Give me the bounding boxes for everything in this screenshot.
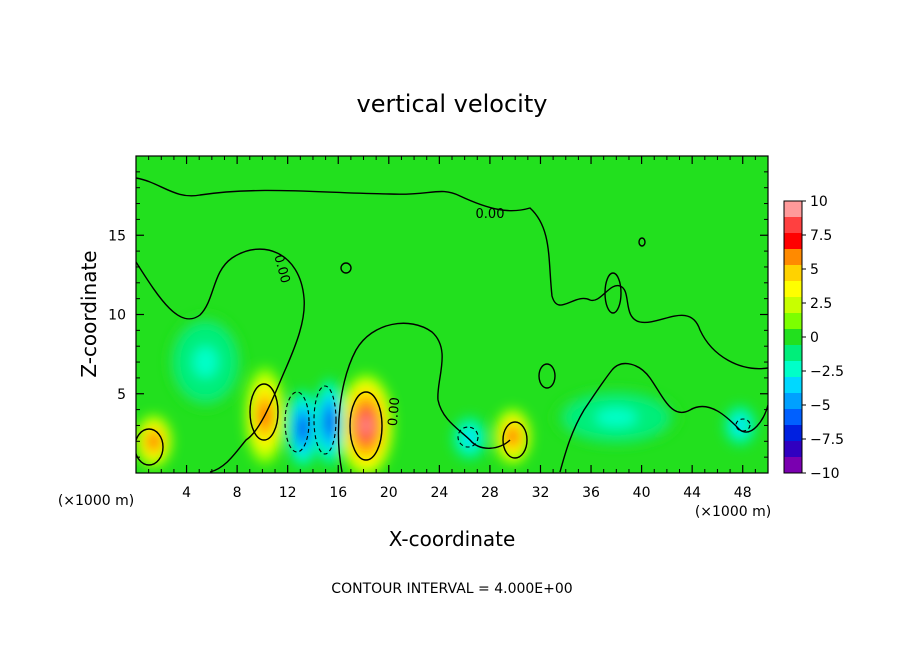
field-cell (466, 434, 473, 442)
colorbar-label: 5 (810, 262, 819, 278)
neg-contour-2 (313, 385, 337, 455)
plot-area (136, 156, 768, 473)
field-cell (326, 414, 332, 430)
contour-label: 0.00 (270, 253, 292, 285)
y-tick-label: 5 (117, 387, 126, 403)
colorbar-ticks: 10 7.5 5 2.5 0 −2.5 −5 −7.5 −10 (802, 194, 844, 482)
contour-label: 0.00 (386, 397, 403, 427)
x-axis-label: X-coordinate (389, 527, 516, 551)
colorbar-swatch (784, 361, 802, 378)
contour-ring-7 (538, 363, 556, 389)
x-tick-label: 48 (734, 485, 752, 501)
x-unit-left: (×1000 m) (58, 493, 134, 509)
x-tick-label: 44 (683, 485, 701, 501)
colorbar-swatch (784, 281, 802, 298)
field-cell (300, 422, 306, 436)
x-tick-label: 8 (233, 485, 242, 501)
y-tick-label: 10 (108, 308, 126, 324)
x-tick-label: 32 (532, 485, 550, 501)
colorbar-swatch (784, 233, 802, 250)
zero-contour-plume-mid (337, 322, 511, 473)
colorbar-swatch (784, 265, 802, 282)
negative-contours (284, 385, 751, 455)
colorbar-label: −10 (810, 466, 840, 482)
x-tick-label: 36 (582, 485, 600, 501)
x-tick-label: 16 (329, 485, 347, 501)
colorbar-swatch (784, 393, 802, 410)
contour-ring-6 (604, 272, 622, 314)
field-cell (605, 412, 627, 423)
colorbar-label: −5 (810, 398, 831, 414)
x-axis-ticks: 4 8 12 16 20 24 28 32 36 40 44 48 (148, 156, 756, 501)
x-tick-label: 20 (380, 485, 398, 501)
x-tick-label: 40 (633, 485, 651, 501)
x-tick-label: 12 (279, 485, 297, 501)
contour-ring-5 (340, 262, 352, 274)
chart-title: vertical velocity (357, 90, 548, 118)
colorbar-swatch (784, 345, 802, 362)
colorbar-label: 7.5 (810, 228, 832, 244)
colorbar-label: −7.5 (810, 432, 844, 448)
zero-contours (136, 177, 768, 473)
colorbar-swatch (784, 201, 802, 218)
field-cell (509, 431, 516, 442)
colorbar-swatch (784, 377, 802, 394)
zero-contour-right (559, 362, 768, 473)
y-tick-label: 15 (108, 228, 126, 244)
zero-contour-plume-left (136, 248, 305, 473)
field-cell (361, 416, 371, 435)
colorbar-swatch (784, 249, 802, 266)
neg-contour-1 (284, 391, 310, 453)
field-cell (737, 422, 743, 429)
contour-ring-8 (638, 237, 646, 247)
colorbar-label: −2.5 (810, 364, 844, 380)
colorbar-swatch (784, 217, 802, 234)
x-tick-label: 24 (430, 485, 448, 501)
x-tick-label: 4 (182, 485, 191, 501)
field-cell (199, 354, 212, 370)
contour-ring-1 (136, 428, 164, 466)
colorbar-swatch (784, 425, 802, 442)
field-cell (150, 436, 157, 446)
x-unit-right: (×1000 m) (695, 504, 771, 520)
colorbar-label: 2.5 (810, 296, 832, 312)
contour-label: 0.00 (476, 207, 505, 222)
contour-ring-3 (349, 391, 383, 461)
colorbar-swatch (784, 329, 802, 346)
colorbar (784, 201, 802, 474)
contour-ring-2 (249, 383, 279, 441)
colorbar-swatch (784, 457, 802, 474)
contour-ring-4 (502, 421, 528, 459)
colorbar-label: 10 (810, 194, 828, 210)
colorbar-swatch (784, 313, 802, 330)
x-tick-label: 28 (481, 485, 499, 501)
y-axis-label: Z-coordinate (77, 250, 101, 377)
colorbar-swatch (784, 409, 802, 426)
y-axis-ticks: 5 10 15 (108, 171, 768, 458)
contour-interval-label: CONTOUR INTERVAL = 4.000E+00 (331, 581, 572, 597)
zero-contour-upper (136, 177, 768, 370)
neg-contour-4 (735, 418, 751, 432)
colorbar-swatch (784, 441, 802, 458)
neg-contour-3 (457, 426, 479, 448)
colorbar-label: 0 (810, 330, 819, 346)
colorbar-swatch (784, 297, 802, 314)
